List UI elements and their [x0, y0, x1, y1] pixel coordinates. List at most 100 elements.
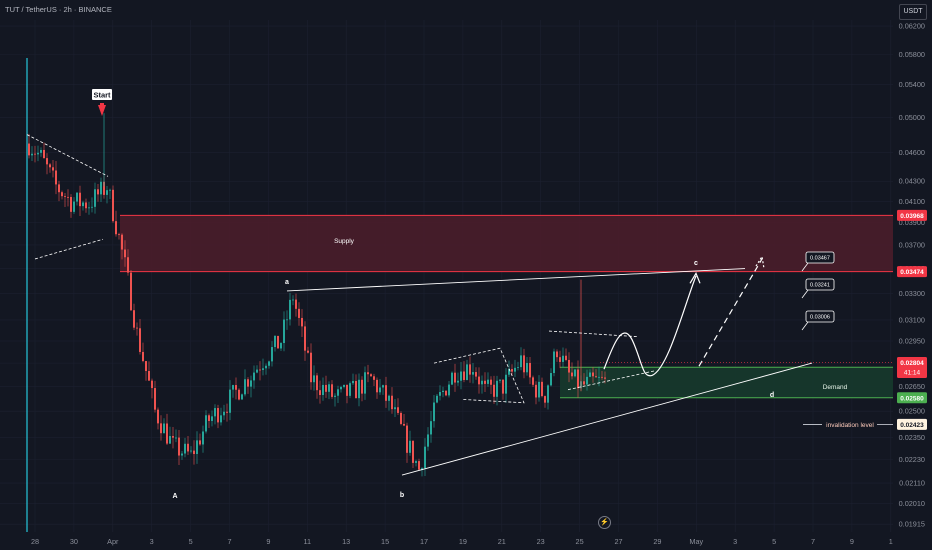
candle-body [187, 443, 189, 452]
candle-body [394, 407, 396, 410]
candle-body [472, 372, 474, 375]
price-tick-label: 0.05800 [899, 50, 925, 59]
candle-body [166, 423, 168, 444]
candle-body [145, 361, 147, 372]
candle-body [91, 206, 93, 208]
candle-body [541, 381, 543, 397]
candle-body [412, 440, 414, 463]
candle-body [163, 423, 165, 434]
candle-body [454, 372, 456, 383]
candle-body [58, 184, 60, 193]
time-tick-label: 30 [70, 537, 78, 546]
start-label-box [92, 89, 112, 100]
time-tick-label: 3 [150, 537, 154, 546]
label-wave_a_lower: A [172, 493, 177, 500]
target-pointer [801, 289, 809, 299]
candle-body [268, 361, 270, 366]
candle-body [103, 181, 105, 195]
candle-body [373, 376, 375, 380]
price-tag-label: 0.03474 [900, 269, 924, 276]
target-box [805, 278, 835, 291]
label-wave_c: c [694, 260, 698, 267]
candle-body [247, 379, 249, 387]
candle-body [589, 372, 591, 377]
price-tag-demand_bottom [897, 392, 927, 404]
price-tick-label: 0.03100 [899, 315, 925, 324]
candle-body [274, 335, 276, 348]
candle-body [301, 317, 303, 327]
candle-body [586, 376, 588, 385]
candle-body [232, 385, 234, 390]
price-axis[interactable]: 0.06200 0.05800 0.05400 0.05000 0.04600 0.043… [897, 22, 927, 529]
candle-body [184, 443, 186, 454]
alt-projection-line [698, 258, 763, 367]
candle-body [94, 189, 96, 207]
grid [0, 20, 893, 532]
candle-body [418, 461, 420, 470]
candle-body [568, 359, 570, 373]
price-tag-label: 0.02423 [900, 422, 924, 429]
projected-arrowhead [689, 272, 701, 284]
candle-body [550, 373, 552, 386]
start-label: Start [93, 91, 111, 100]
candle-body [322, 384, 324, 395]
candle-body [250, 380, 252, 387]
candle-body [151, 380, 153, 389]
candle-body [169, 436, 171, 444]
price-tag-invalidation [897, 418, 927, 430]
candle-body [106, 190, 108, 195]
candle-body [349, 383, 351, 396]
symbol-title[interactable]: TUT / TetherUS · 2h · BINANCE [5, 5, 112, 14]
current-price-tag [897, 357, 927, 379]
candle-body [271, 347, 273, 362]
candle-body [49, 164, 51, 168]
candle-body [157, 409, 159, 424]
time-axis[interactable]: 28 30 Apr 3 5 7 9 11 13 15 17 19 21 23 25 27 29 May 3 5 7 9 1 [31, 537, 893, 546]
candle-body [466, 364, 468, 380]
candle-body [298, 308, 300, 318]
candle-body [28, 143, 30, 156]
candle-body [178, 437, 180, 456]
candle-body [40, 149, 42, 153]
candle-body [523, 355, 525, 373]
candle-body [370, 374, 372, 377]
zones [120, 214, 893, 399]
candle-body [532, 377, 534, 385]
candle-body [226, 411, 228, 413]
target-label: 0.03241 [810, 283, 830, 289]
candle-body [340, 386, 342, 390]
candle-body [211, 416, 213, 421]
time-tick-label: 9 [266, 537, 270, 546]
candle-body [292, 299, 294, 301]
candle-body [331, 384, 333, 397]
candle-body [52, 167, 54, 171]
candle-body [403, 423, 405, 426]
candle-body [601, 376, 603, 378]
currency-button[interactable]: USDT [899, 4, 927, 20]
target-box [805, 310, 835, 323]
label-wave_b: b [400, 492, 404, 499]
label-supply: Supply [334, 238, 355, 245]
candle-body [118, 234, 120, 236]
candle-body [478, 376, 480, 385]
candle-body [67, 196, 69, 198]
start-arrow-stem [100, 103, 104, 108]
candle-body [367, 372, 369, 375]
candle-body [130, 272, 132, 311]
candle-body [382, 385, 384, 388]
candle-body [229, 389, 231, 413]
price-tick-label: 0.02110 [899, 479, 925, 488]
candle-body [97, 189, 99, 195]
candle-body [202, 431, 204, 445]
candle-body [451, 372, 453, 385]
bolt-icon[interactable]: ⚡ [598, 516, 611, 529]
candle-body [217, 408, 219, 423]
projected-path [603, 275, 697, 377]
price-tag-supply_top [897, 209, 927, 221]
candle-body [409, 440, 411, 453]
candle-body [316, 375, 318, 391]
candle-body [517, 367, 519, 368]
candle-body [334, 395, 336, 397]
